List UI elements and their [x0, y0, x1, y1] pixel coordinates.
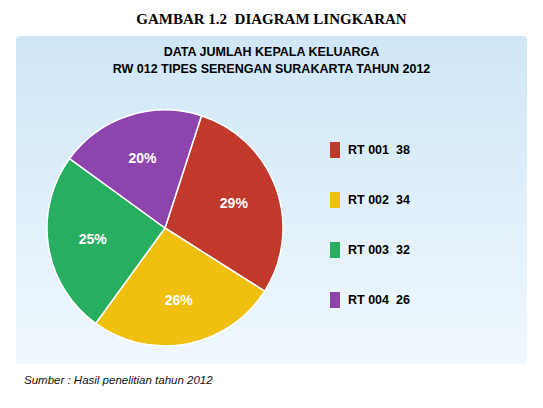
legend: RT 001 38 RT 002 34 RT 003 32 RT 004 26 — [330, 142, 410, 308]
legend-swatch — [330, 242, 340, 258]
data-label: 25% — [79, 231, 108, 247]
data-label: 29% — [220, 195, 249, 211]
subtitle: DATA JUMLAH KEPALA KELUARGA — [164, 45, 380, 59]
legend-label: RT 003 32 — [348, 243, 410, 257]
pie-slice — [70, 110, 202, 228]
legend-swatch — [330, 142, 340, 158]
pie — [47, 110, 283, 346]
legend-label: RT 002 34 — [348, 193, 410, 207]
subtitle: RW 012 TIPES SERENGAN SURAKARTA TAHUN 20… — [113, 62, 431, 76]
legend-swatch — [330, 292, 340, 308]
legend-label: RT 004 26 — [348, 293, 410, 307]
data-labels: 29% 26% 25% 20% — [79, 150, 249, 307]
data-label: 20% — [128, 150, 157, 166]
legend-label: RT 001 38 — [348, 143, 410, 157]
data-label: 26% — [165, 292, 194, 308]
annotation: Sumber : Hasil penelitian tahun 2012 — [24, 374, 213, 386]
title: GAMBAR 1.2 DIAGRAM LINGKARAN — [136, 11, 407, 27]
background-box — [16, 36, 527, 364]
legend-swatch — [330, 192, 340, 208]
chart-svg: GAMBAR 1.2 DIAGRAM LINGKARAN DATA JUMLAH … — [0, 0, 543, 408]
